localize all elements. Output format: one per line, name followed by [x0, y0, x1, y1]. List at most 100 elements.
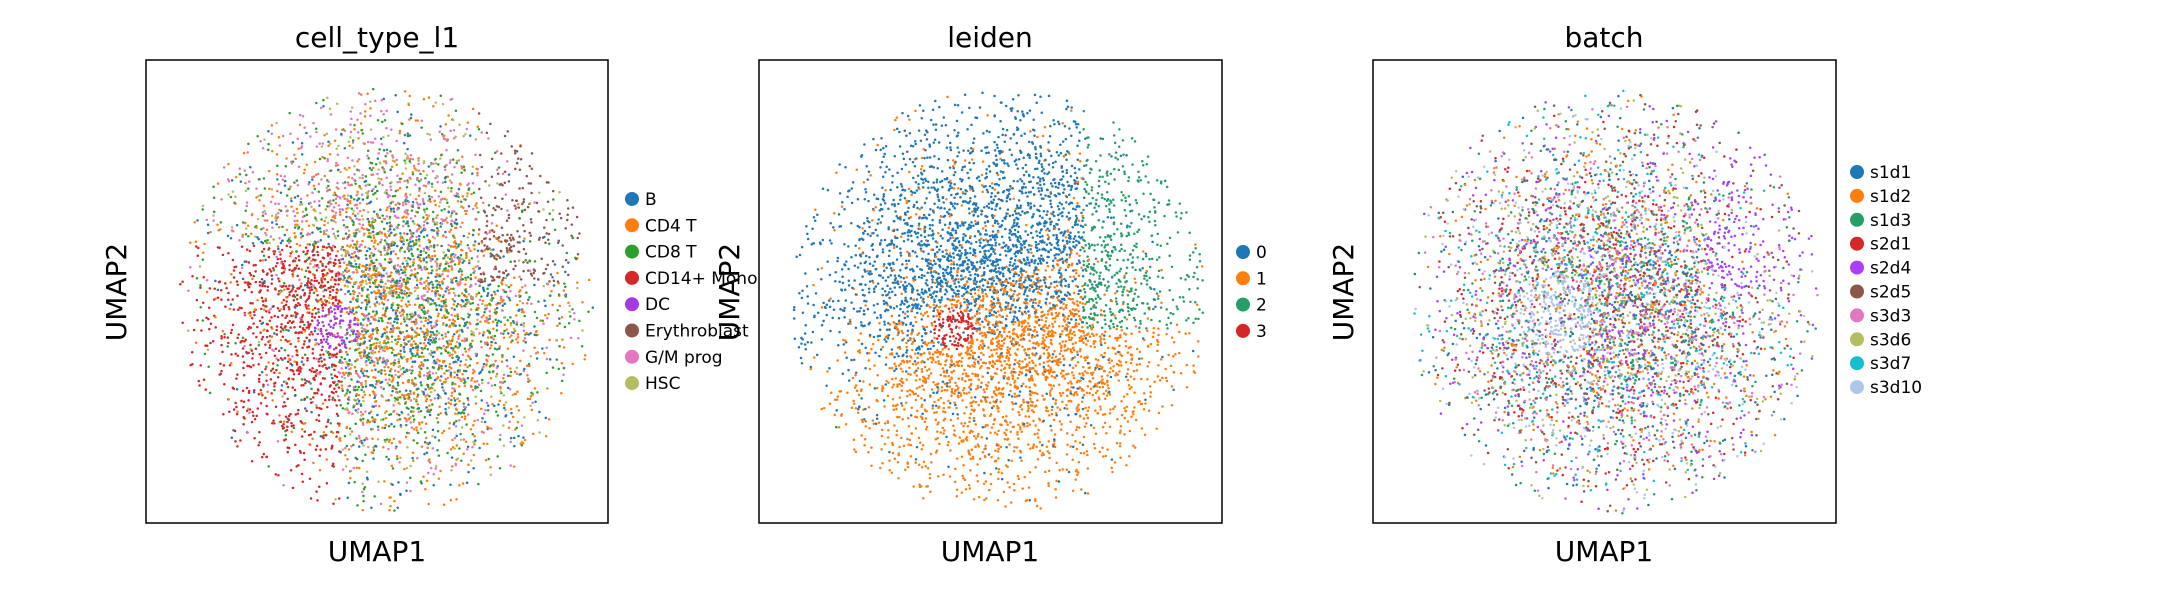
point-cd14-mono: [247, 391, 251, 394]
point-cd8-t: [444, 267, 447, 270]
point-cd14-mono: [273, 252, 276, 256]
point-cd4-t: [368, 394, 372, 397]
point-cd4-t: [467, 232, 471, 235]
point-cd8-t: [424, 316, 428, 320]
point-cd8-t: [299, 296, 302, 300]
point-g-m-prog: [444, 332, 447, 336]
point-cd4-t: [522, 322, 526, 325]
point-cd4-t: [448, 318, 451, 322]
point-cd4-t: [510, 407, 513, 411]
point-cd14-mono: [303, 340, 306, 343]
point-cd14-mono: [288, 268, 291, 271]
point-cd8-t: [259, 194, 263, 197]
point-cd4-t: [444, 298, 448, 302]
point-cd8-t: [346, 388, 349, 392]
point-cd14-mono: [266, 289, 269, 292]
point-cd8-t: [385, 438, 389, 441]
point-cd14-mono: [253, 437, 256, 440]
point-cd4-t: [360, 383, 363, 387]
point-cd4-t: [418, 256, 422, 260]
point-cd14-mono: [264, 351, 268, 355]
point-b: [300, 141, 304, 145]
point-cd4-t: [370, 369, 374, 372]
point-g-m-prog: [462, 405, 466, 408]
point-cd8-t: [580, 345, 584, 348]
point-cd4-t: [398, 440, 401, 443]
point-b: [551, 276, 554, 279]
point-g-m-prog: [495, 366, 499, 369]
point-b: [419, 381, 423, 384]
point-b: [533, 283, 536, 287]
point-cd4-t: [312, 184, 316, 187]
point-cd4-t: [380, 278, 383, 281]
point-cd14-mono: [262, 303, 265, 307]
point-cd8-t: [493, 334, 497, 338]
point-b: [347, 289, 351, 293]
point-hsc: [422, 316, 426, 319]
point-g-m-prog: [342, 218, 345, 222]
point-hsc: [383, 411, 387, 414]
point-dc: [332, 326, 335, 330]
point-b: [365, 257, 368, 261]
point-hsc: [201, 204, 205, 208]
point-b: [467, 470, 470, 474]
point-cd8-t: [407, 224, 410, 228]
point-hsc: [558, 190, 561, 194]
point-hsc: [435, 268, 438, 271]
point-b: [364, 179, 368, 183]
point-cd4-t: [383, 232, 387, 236]
point-cd8-t: [494, 318, 497, 322]
point-cd4-t: [371, 437, 374, 440]
point-g-m-prog: [499, 433, 502, 437]
point-cd8-t: [556, 308, 559, 312]
point-cd8-t: [388, 383, 391, 387]
point-cd14-mono: [300, 384, 303, 387]
point-cd4-t: [376, 358, 379, 362]
point-cd14-mono: [221, 253, 225, 257]
point-b: [428, 441, 432, 445]
point-cd4-t: [536, 351, 539, 354]
point-hsc: [387, 134, 390, 138]
point-g-m-prog: [309, 201, 312, 205]
point-hsc: [542, 284, 545, 288]
point-b: [365, 369, 369, 373]
point-cd8-t: [587, 310, 590, 314]
point-cd14-mono: [235, 412, 239, 416]
point-b: [409, 116, 413, 120]
point-cd4-t: [430, 387, 434, 390]
point-cd4-t: [422, 169, 425, 173]
point-b: [424, 299, 428, 302]
point-cd8-t: [386, 252, 390, 256]
point-erythroblast: [506, 130, 510, 133]
point-cd4-t: [486, 442, 489, 445]
point-g-m-prog: [360, 356, 363, 360]
point-cd14-mono: [335, 435, 338, 438]
point-cd14-mono: [313, 286, 317, 290]
point-cd8-t: [247, 234, 250, 238]
point-cd4-t: [348, 199, 352, 203]
point-b: [504, 414, 508, 417]
point-cd4-t: [406, 334, 409, 338]
point-cd4-t: [422, 324, 426, 328]
point-erythroblast: [498, 256, 502, 259]
point-cd8-t: [480, 378, 484, 382]
point-cd8-t: [399, 246, 403, 250]
point-cd4-t: [404, 202, 408, 206]
point-hsc: [408, 339, 412, 342]
point-cd14-mono: [255, 414, 258, 418]
point-g-m-prog: [431, 162, 435, 166]
point-cd14-mono: [297, 408, 300, 412]
point-b: [345, 215, 348, 219]
point-cd8-t: [367, 312, 371, 316]
point-cd4-t: [404, 285, 407, 288]
point-g-m-prog: [357, 169, 361, 172]
point-erythroblast: [484, 237, 487, 240]
point-cd4-t: [379, 369, 382, 373]
point-cd4-t: [429, 333, 433, 337]
point-cd8-t: [518, 373, 521, 376]
point-b: [464, 369, 468, 373]
point-cd14-mono: [334, 298, 338, 301]
point-erythroblast: [564, 258, 568, 262]
point-cd4-t: [390, 394, 393, 397]
point-cd4-t: [285, 157, 288, 160]
